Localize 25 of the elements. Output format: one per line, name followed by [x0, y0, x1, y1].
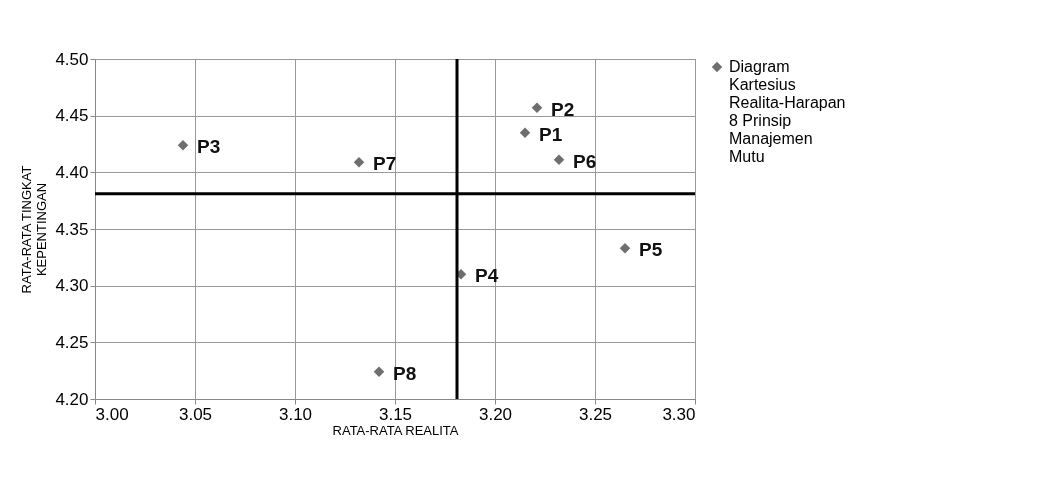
- y-axis-title: RATA-RATA TINGKAT KEPENTINGAN: [19, 165, 50, 294]
- annotation: P7: [373, 153, 397, 175]
- annotation: P3: [197, 136, 221, 158]
- y-tick-label: 4.30: [55, 276, 89, 296]
- x-tick-label: 3.25: [578, 404, 613, 424]
- legend-label: Diagram Kartesius Realita-Harapan 8 Prinsip Manajemen Mutu: [729, 58, 846, 165]
- x-tick-label: 3.10: [278, 404, 313, 424]
- x-tick-label: 3.15: [378, 404, 413, 424]
- y-tick-label: 4.20: [55, 389, 89, 409]
- annotation: P5: [639, 239, 663, 261]
- x-tick-label: 3.05: [178, 404, 213, 424]
- x-axis-title: RATA-RATA REALITA: [332, 422, 459, 438]
- y-tick-label: 4.25: [55, 332, 89, 352]
- y-tick-label: 4.35: [55, 219, 89, 239]
- annotation: P2: [551, 98, 575, 120]
- annotation: P8: [393, 362, 417, 384]
- annotation: P6: [573, 150, 597, 172]
- y-tick-label: 4.50: [55, 49, 89, 69]
- x-tick-label: 3.30: [662, 404, 696, 424]
- annotation: P4: [475, 265, 499, 287]
- x-tick-label: 3.00: [95, 404, 129, 424]
- y-tick-label: 4.40: [55, 162, 89, 182]
- annotation: P1: [539, 123, 563, 145]
- y-tick-label: 4.45: [55, 106, 89, 126]
- x-tick-label: 3.20: [478, 404, 513, 424]
